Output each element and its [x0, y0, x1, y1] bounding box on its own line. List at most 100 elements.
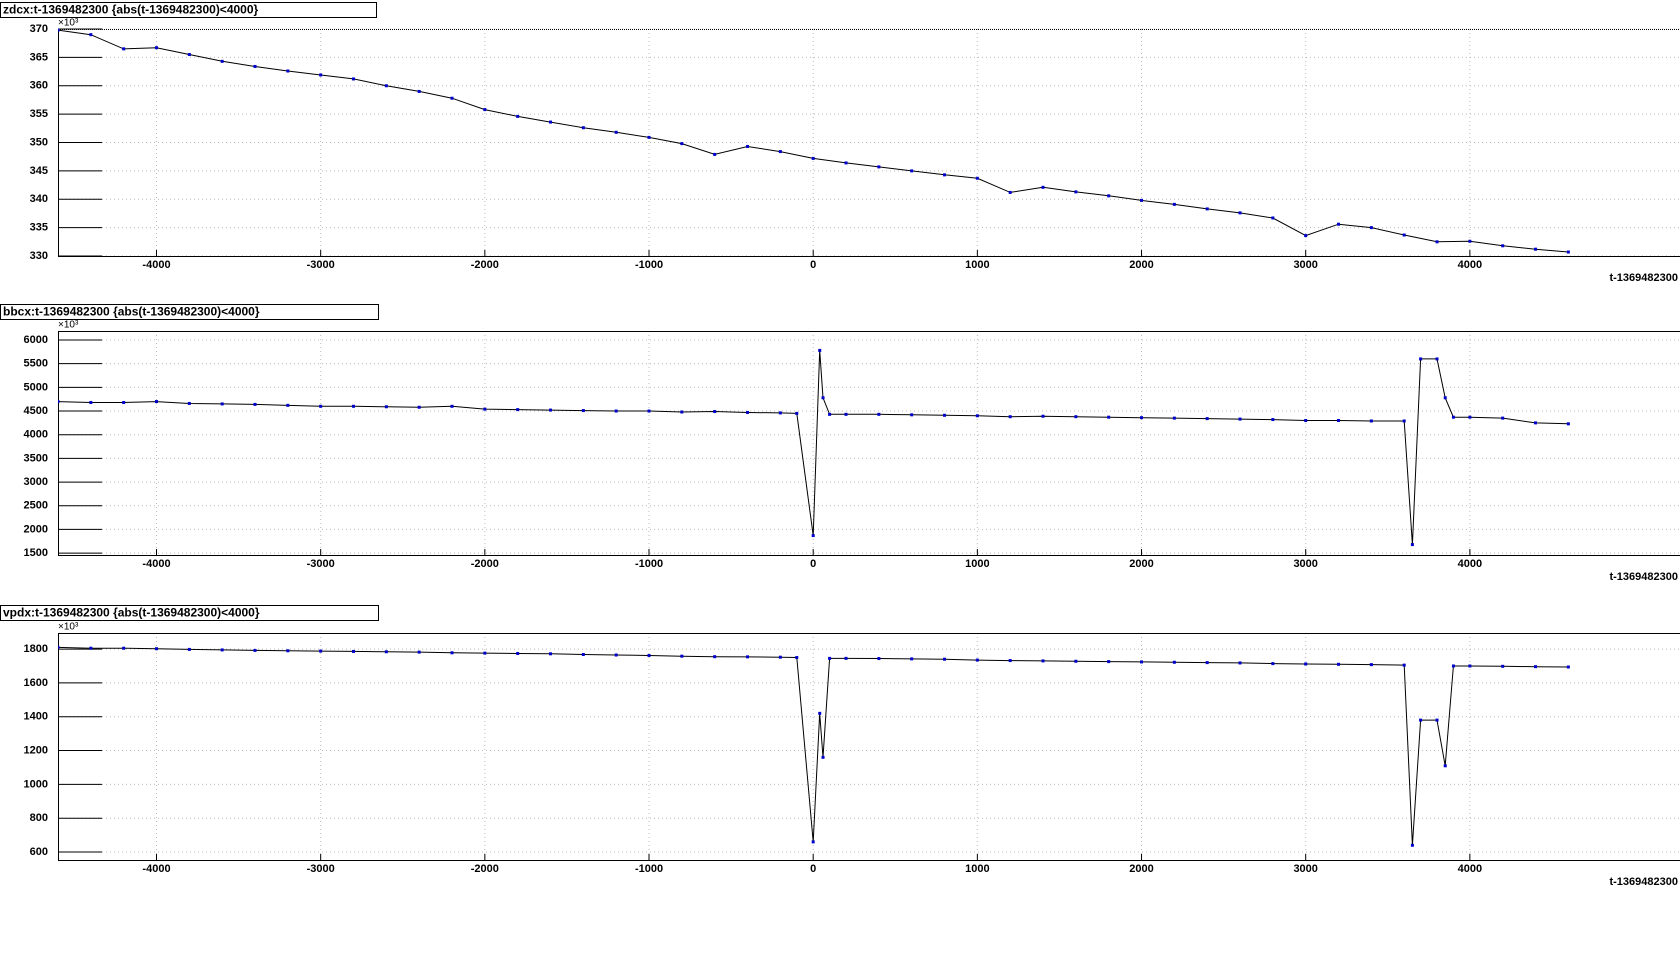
- y-tick-label: 1600: [24, 677, 48, 689]
- data-point: [1205, 661, 1209, 665]
- data-point: [614, 409, 618, 413]
- data-point: [614, 130, 618, 134]
- y-tick-label: 365: [30, 51, 48, 63]
- data-point: [581, 126, 585, 130]
- x-tick-label: -4000: [142, 863, 170, 875]
- data-point: [352, 649, 356, 653]
- x-tick-label: 4000: [1458, 259, 1482, 271]
- panel: zdcx:t-1369482300 {abs(t-1369482300)<400…: [0, 2, 1680, 284]
- plot-area: [58, 348, 1570, 547]
- data-point: [89, 401, 93, 405]
- data-point: [1238, 417, 1242, 421]
- x-tick-label: 3000: [1293, 863, 1317, 875]
- panel: bbcx:t-1369482300 {abs(t-1369482300)<400…: [0, 304, 1680, 583]
- y-tick-label: 370: [30, 23, 48, 35]
- y-tick-label: 4500: [24, 405, 48, 417]
- data-point: [1107, 194, 1111, 198]
- y-tick-label: 1500: [24, 547, 48, 559]
- y-tick-label: 355: [30, 108, 48, 120]
- data-point: [1566, 422, 1570, 426]
- data-point: [1074, 190, 1078, 194]
- data-point: [155, 46, 159, 50]
- data-point: [1140, 198, 1144, 202]
- data-point: [1271, 216, 1275, 220]
- data-point: [1205, 207, 1209, 211]
- data-point: [1107, 660, 1111, 664]
- x-tick-label: 0: [810, 259, 816, 271]
- data-point: [1402, 419, 1406, 423]
- data-point: [1468, 239, 1472, 243]
- x-axis-label: t-1369482300: [1609, 571, 1678, 583]
- data-point: [811, 156, 815, 160]
- data-point: [1402, 663, 1406, 667]
- data-point: [877, 412, 881, 416]
- data-point: [1419, 718, 1423, 722]
- data-point: [713, 655, 717, 659]
- y-tick-label: 345: [30, 165, 48, 177]
- data-point: [516, 408, 520, 412]
- data-point: [155, 647, 159, 651]
- data-point: [89, 646, 93, 650]
- data-point: [483, 108, 487, 112]
- data-point: [581, 409, 585, 413]
- y-tick-label: 1000: [24, 778, 48, 790]
- data-point: [713, 152, 717, 156]
- data-point: [187, 647, 191, 651]
- data-point: [1435, 240, 1439, 244]
- data-point: [844, 161, 848, 165]
- data-point: [1041, 414, 1045, 418]
- data-point: [319, 649, 323, 653]
- data-point: [450, 404, 454, 408]
- data-point: [778, 411, 782, 415]
- data-point: [549, 652, 553, 656]
- data-point: [286, 69, 290, 73]
- data-point: [1566, 250, 1570, 254]
- data-point: [122, 646, 126, 650]
- data-point: [352, 77, 356, 81]
- data-point: [352, 404, 356, 408]
- data-point: [1041, 185, 1045, 189]
- data-point: [220, 59, 224, 63]
- plot-area: [58, 645, 1570, 847]
- x-tick-label: 2000: [1129, 259, 1153, 271]
- data-point: [1238, 211, 1242, 215]
- plot-area: [58, 28, 1570, 254]
- data-point: [680, 410, 684, 414]
- data-point: [795, 656, 799, 660]
- data-point: [384, 84, 388, 88]
- data-point: [647, 135, 651, 139]
- data-point: [1566, 665, 1570, 669]
- data-point: [821, 396, 825, 400]
- y-tick-label: 360: [30, 80, 48, 92]
- data-point: [417, 89, 421, 93]
- data-point: [1238, 661, 1242, 665]
- y-tick-label: 5000: [24, 381, 48, 393]
- data-point: [1008, 659, 1012, 663]
- data-point: [1337, 419, 1341, 423]
- y-tick-label: 1400: [24, 711, 48, 723]
- data-point: [746, 144, 750, 148]
- x-tick-label: 0: [810, 558, 816, 570]
- data-point: [811, 840, 815, 844]
- panel: vpdx:t-1369482300 {abs(t-1369482300)<400…: [0, 605, 1680, 888]
- data-point: [828, 656, 832, 660]
- data-point: [253, 402, 257, 406]
- panel-title: zdcx:t-1369482300 {abs(t-1369482300)<400…: [3, 3, 259, 17]
- data-point: [1008, 415, 1012, 419]
- data-point: [1402, 233, 1406, 237]
- data-point: [220, 648, 224, 652]
- x-tick-label: -4000: [142, 259, 170, 271]
- y-tick-label: 330: [30, 250, 48, 262]
- y-tick-label: 600: [30, 846, 48, 858]
- y-tick-label: 1200: [24, 744, 48, 756]
- x-tick-label: -2000: [471, 863, 499, 875]
- data-point: [1501, 244, 1505, 248]
- data-point: [1419, 357, 1423, 361]
- data-point: [1468, 415, 1472, 419]
- x-tick-label: 3000: [1293, 259, 1317, 271]
- data-point: [1443, 396, 1447, 400]
- data-point: [1534, 665, 1538, 669]
- x-tick-label: 4000: [1458, 863, 1482, 875]
- data-point: [680, 654, 684, 658]
- y-tick-label: 6000: [24, 334, 48, 346]
